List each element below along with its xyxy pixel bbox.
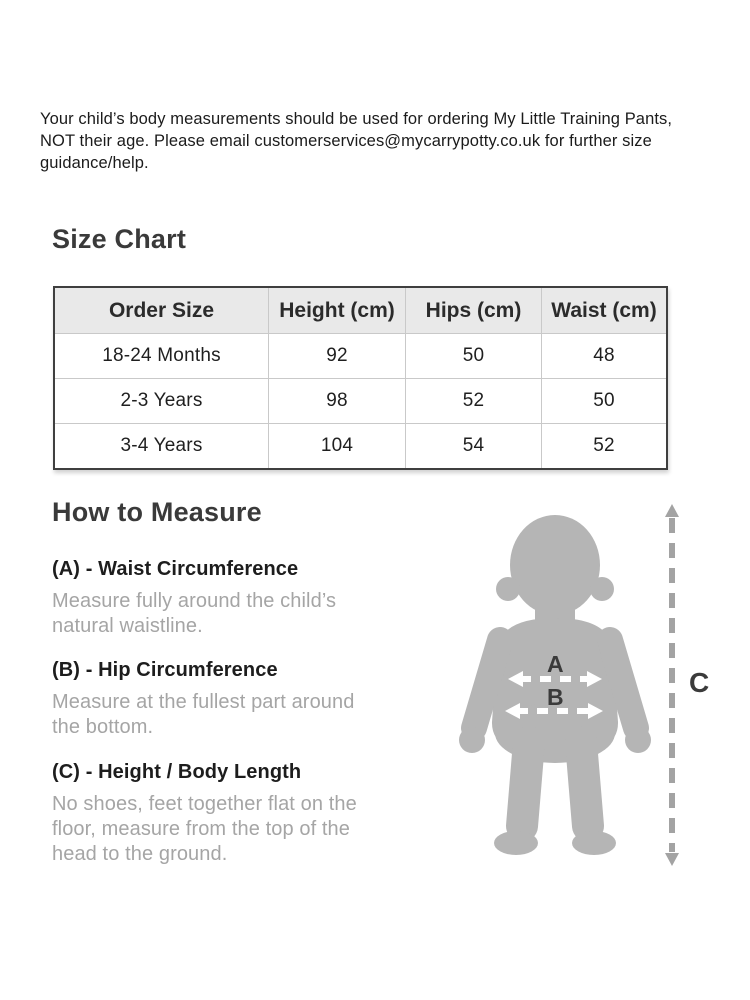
measure-item-hip-description: Measure at the fullest part around the b… (52, 691, 355, 738)
cell-hips: 54 (405, 424, 541, 468)
table-header-row: Order Size Height (cm) Hips (cm) Waist (… (55, 288, 666, 333)
cell-waist: 48 (541, 334, 666, 378)
waist-arrow-label: A (547, 651, 564, 677)
measure-item-waist-label: (A) - Waist Circumference (52, 558, 299, 580)
cell-height: 92 (268, 334, 405, 378)
height-arrow-label: C (689, 667, 709, 698)
column-header-waist: Waist (cm) (541, 288, 666, 333)
table-row: 3-4 Years 104 54 52 (55, 423, 666, 468)
column-header-height: Height (cm) (268, 288, 405, 333)
column-header-hips: Hips (cm) (405, 288, 541, 333)
cell-hips: 52 (405, 379, 541, 423)
measurement-diagram: A B C (440, 490, 750, 880)
measure-item-hip-label: (B) - Hip Circumference (52, 659, 278, 681)
table-row: 2-3 Years 98 52 50 (55, 378, 666, 423)
size-chart-table: Order Size Height (cm) Hips (cm) Waist (… (53, 286, 668, 470)
table-row: 18-24 Months 92 50 48 (55, 333, 666, 378)
column-header-order-size: Order Size (108, 298, 215, 322)
measure-item-waist-description: Measure fully around the child’s natural… (52, 590, 337, 637)
hip-arrow (505, 703, 603, 719)
hip-arrow-label: B (547, 684, 564, 710)
baby-silhouette-figure: A B C (459, 504, 709, 866)
baby-silhouette (459, 515, 651, 855)
height-arrow (665, 504, 679, 866)
cell-waist: 50 (541, 379, 666, 423)
how-to-measure-title: How to Measure (52, 497, 262, 527)
cell-waist: 52 (541, 424, 666, 468)
cell-order-size: 18-24 Months (102, 345, 221, 366)
intro-text: Your child’s body measurements should be… (40, 109, 673, 172)
waist-arrow (508, 671, 602, 687)
cell-height: 104 (268, 424, 405, 468)
cell-order-size: 2-3 Years (120, 390, 203, 411)
measure-item-height-description: No shoes, feet together flat on the floo… (52, 793, 357, 865)
cell-hips: 50 (405, 334, 541, 378)
measure-item-height-label: (C) - Height / Body Length (52, 761, 302, 783)
cell-order-size: 3-4 Years (120, 435, 203, 456)
size-chart-title: Size Chart (52, 224, 187, 254)
cell-height: 98 (268, 379, 405, 423)
